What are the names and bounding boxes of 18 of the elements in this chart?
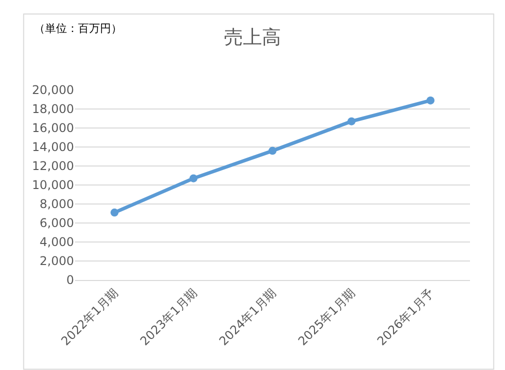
point [110, 208, 118, 217]
point [348, 117, 356, 126]
y-tick-label: 12,000 [32, 159, 74, 174]
point [268, 146, 276, 155]
y-tick-label: 20,000 [32, 83, 74, 98]
y-tick-label: 18,000 [32, 102, 74, 116]
y-tick-label: 6,000 [40, 216, 74, 230]
y-tick-label: 4,000 [40, 235, 74, 250]
y-tick-label: 0 [66, 273, 74, 288]
point [426, 96, 434, 104]
text: （単位：百万円） [34, 22, 122, 35]
y-tick-label: 10,000 [32, 178, 74, 192]
point [190, 174, 198, 182]
y-tick-label: 8,000 [40, 197, 74, 212]
y-tick-label: 14,000 [32, 140, 74, 154]
y-tick-label: 2,000 [40, 254, 74, 268]
y-tick-label: 16,000 [32, 121, 74, 136]
chart-title: 売上高 [224, 26, 281, 49]
